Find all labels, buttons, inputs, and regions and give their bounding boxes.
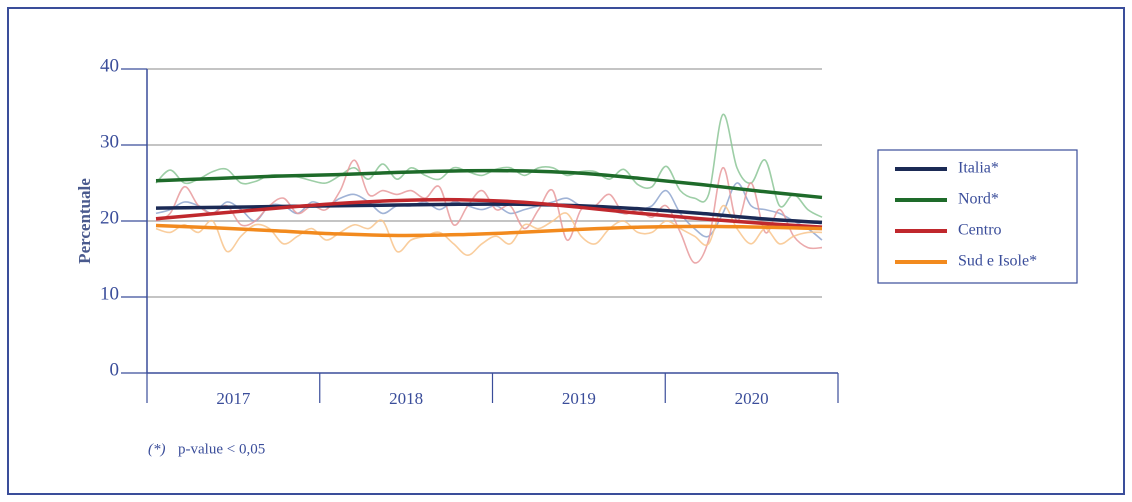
footnote: p-value < 0,05 [178, 441, 265, 457]
y-tick-label: 20 [100, 207, 119, 228]
x-tick-label: 2019 [562, 389, 596, 408]
legend-label: Italia* [958, 160, 999, 177]
y-tick-label: 10 [100, 283, 119, 304]
trend-line [155, 168, 823, 200]
trend-line [155, 197, 823, 229]
x-tick-label: 2018 [389, 389, 423, 408]
frame [7, 7, 1125, 495]
monthly-line [155, 204, 823, 256]
y-tick-label: 0 [110, 359, 120, 380]
trend-line [155, 223, 823, 238]
legend-label: Centro [958, 222, 1002, 239]
x-tick-label: 2017 [216, 389, 251, 408]
y-tick-label: 40 [100, 55, 119, 76]
footnote-mark: (*) [148, 441, 166, 457]
legend-label: Nord* [958, 191, 999, 208]
x-tick-label: 2020 [735, 389, 769, 408]
legend-label: Sud e Isole* [958, 253, 1037, 270]
y-axis-label: Percentuale [75, 178, 94, 264]
y-tick-label: 30 [100, 131, 119, 152]
trend-line [155, 202, 823, 225]
